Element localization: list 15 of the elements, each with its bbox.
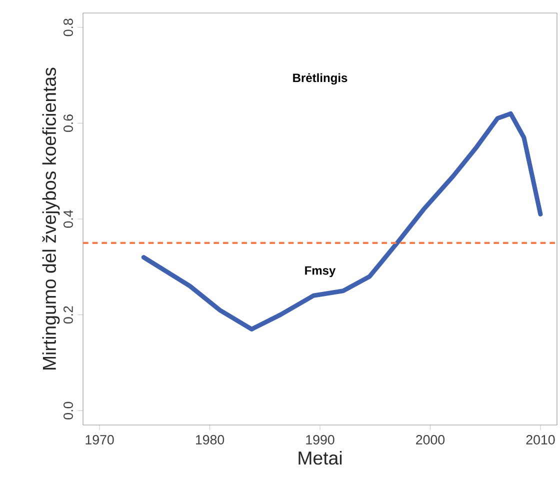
ref-line-label: Fmsy — [305, 266, 336, 278]
x-tick-label: 2010 — [526, 435, 555, 444]
x-tick-label: 1970 — [86, 435, 114, 444]
y-tick-label: 0.8 — [64, 18, 73, 36]
y-tick-label: 0.0 — [64, 402, 73, 420]
y-axis-title: Mirtingumo dėl žvejybos koeficientas — [42, 68, 60, 370]
y-tick-label: 0.4 — [64, 210, 73, 228]
x-tick-label: 1990 — [306, 435, 334, 444]
x-axis-title: Metai — [298, 450, 342, 465]
x-tick-label: 2000 — [416, 435, 445, 444]
x-tick-label: 1980 — [196, 435, 224, 444]
y-tick-label: 0.2 — [64, 306, 73, 324]
annotation: Brėtlingis — [293, 73, 348, 85]
line-series — [141, 111, 543, 332]
y-tick-label: 0.6 — [64, 114, 73, 132]
